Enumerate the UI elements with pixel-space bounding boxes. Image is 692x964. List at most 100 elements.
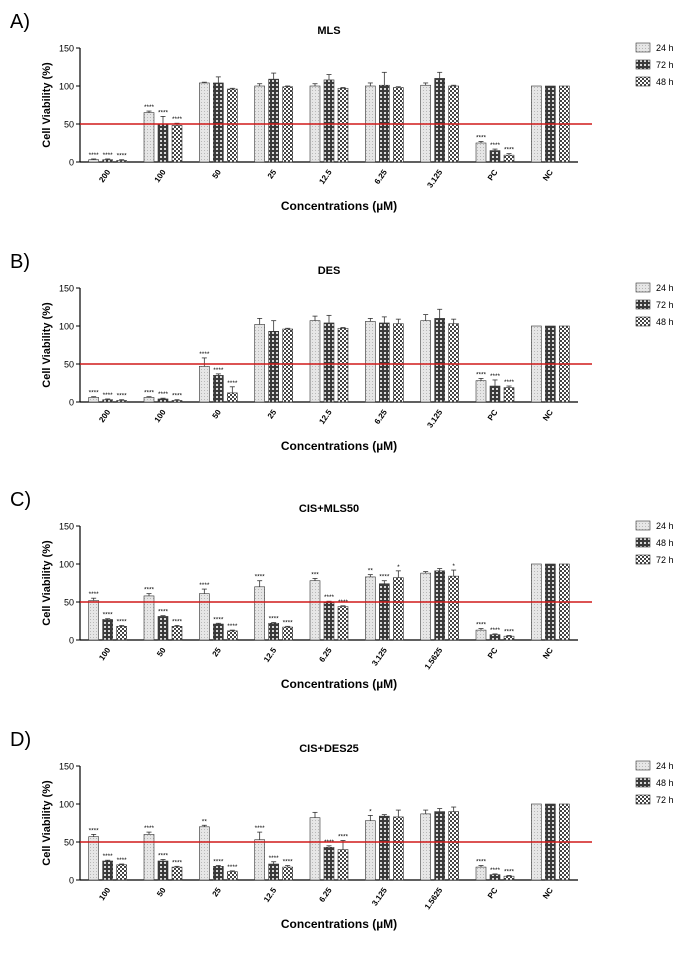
bar: [254, 839, 265, 881]
bar: [199, 365, 210, 403]
legend-label: 48 h: [656, 77, 674, 87]
bar: [420, 813, 431, 881]
bar: [88, 836, 99, 881]
x-tick-label: 12.5: [317, 168, 334, 186]
x-tick-label: NC: [541, 408, 555, 423]
significance-label: *: [397, 564, 400, 571]
bar: [268, 863, 279, 881]
legend-swatch: [635, 537, 651, 548]
bar: [171, 400, 183, 403]
significance-label: ****: [476, 622, 487, 629]
bar: [475, 380, 487, 403]
bar: [475, 142, 487, 163]
bar: [337, 849, 349, 881]
significance-label: ****: [213, 367, 224, 374]
x-tick-label: NC: [541, 646, 555, 661]
significance-label: ****: [144, 825, 155, 832]
significance-label: ****: [379, 574, 390, 581]
legend-label: 48 h: [656, 778, 674, 788]
legend-swatch: [635, 794, 651, 805]
y-tick-label: 0: [69, 636, 74, 646]
y-tick-label: 0: [69, 398, 74, 408]
bar: [116, 864, 127, 881]
significance-label: ****: [490, 867, 501, 874]
significance-label: ****: [324, 594, 335, 601]
significance-label: ****: [504, 379, 515, 386]
y-axis-label: Cell Viability (%): [41, 780, 53, 866]
legend-label: 24 h: [656, 43, 674, 53]
significance-label: ****: [144, 390, 155, 397]
panel-b: B) DES 0 50 100 150 Cell Viability (%) **** ****…: [0, 240, 692, 478]
x-tick-label: 50: [210, 168, 223, 181]
x-tick-label: 12.5: [262, 886, 279, 904]
bar: [268, 622, 279, 641]
bar: [337, 87, 349, 163]
significance-label: ****: [158, 852, 169, 859]
x-tick-label: 6.25: [317, 646, 334, 664]
bar: [213, 82, 224, 163]
legend-swatch: [635, 76, 651, 87]
significance-label: ****: [476, 859, 487, 866]
y-tick-label: 100: [59, 82, 74, 92]
bar: [448, 575, 459, 641]
significance-label: ****: [103, 853, 114, 860]
legend-label: 72 h: [656, 300, 674, 310]
bar: [157, 123, 169, 163]
bar: [337, 606, 349, 641]
x-tick-label: PC: [486, 646, 500, 660]
significance-label: ****: [199, 582, 210, 589]
significance-label: ****: [103, 152, 114, 159]
legend-label: 48 h: [656, 538, 674, 548]
x-tick-label: PC: [486, 886, 500, 900]
significance-label: ****: [172, 116, 183, 123]
x-tick-label: 6.25: [373, 168, 390, 186]
bar: [282, 328, 293, 403]
significance-label: ****: [490, 373, 501, 380]
panel-a: A) MLS 0 50 100 150 Cell Viability (%) **** ****…: [0, 0, 692, 240]
bar: [448, 323, 459, 403]
significance-label: ****: [117, 857, 128, 864]
y-axis-label: Cell Viability (%): [41, 302, 53, 388]
significance-label: ****: [172, 393, 183, 400]
bar: [434, 318, 445, 403]
y-tick-label: 50: [64, 120, 74, 130]
bar: [309, 817, 321, 881]
significance-label: ****: [199, 351, 210, 358]
panel-label: A): [10, 11, 30, 33]
x-tick-label: 100: [153, 168, 168, 185]
x-axis-label: Concentrations (µM): [281, 439, 397, 453]
x-axis-label: Concentrations (µM): [281, 917, 397, 931]
significance-label: ****: [490, 627, 501, 634]
significance-label: ****: [283, 619, 294, 626]
chart-title: CIS+MLS50: [299, 503, 359, 515]
bar: [379, 322, 390, 403]
significance-label: ****: [89, 591, 100, 598]
x-tick-label: 3.125: [370, 646, 389, 668]
bar: [213, 623, 224, 641]
x-axis-label: Concentrations (µM): [281, 199, 397, 213]
bar: [365, 576, 376, 641]
bar: [379, 583, 390, 641]
bar: [143, 112, 155, 163]
x-tick-label: 3.125: [425, 168, 444, 190]
y-tick-label: 100: [59, 560, 74, 570]
legend-swatch: [635, 520, 651, 531]
x-tick-label: 1.5625: [423, 646, 445, 672]
bar: [227, 871, 238, 881]
bar: [102, 399, 113, 403]
significance-label: **: [202, 818, 208, 825]
bar: [227, 630, 238, 641]
x-tick-label: 25: [266, 408, 279, 421]
panel-c: C) CIS+MLS50 0 50 100 150 Cell Viability (%) **…: [0, 478, 692, 718]
legend-swatch: [635, 554, 651, 565]
bar: [489, 150, 501, 163]
x-tick-label: 1.5625: [423, 886, 445, 912]
bar: [434, 78, 445, 163]
significance-label: ****: [103, 612, 114, 619]
bar: [199, 826, 210, 881]
bar: [489, 634, 501, 641]
panel-label: D): [10, 729, 31, 751]
y-axis-label: Cell Viability (%): [41, 540, 53, 626]
